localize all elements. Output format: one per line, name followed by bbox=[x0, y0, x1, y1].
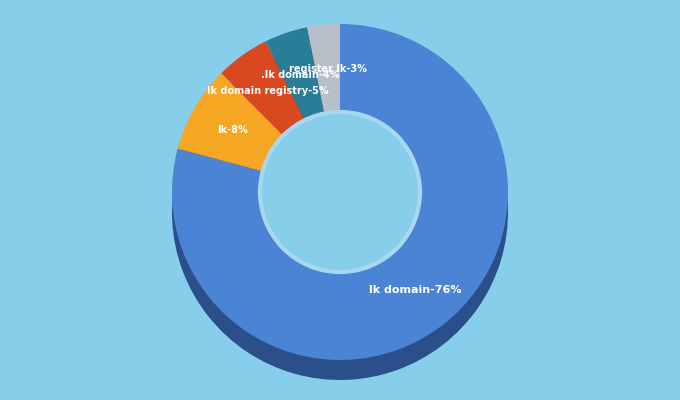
Wedge shape bbox=[172, 24, 508, 360]
Text: .lk domain-4%: .lk domain-4% bbox=[261, 70, 339, 80]
Wedge shape bbox=[177, 93, 284, 191]
Wedge shape bbox=[307, 44, 340, 134]
Wedge shape bbox=[266, 47, 324, 140]
Wedge shape bbox=[221, 61, 305, 156]
Text: lk domain registry-5%: lk domain registry-5% bbox=[207, 86, 328, 96]
Circle shape bbox=[260, 112, 420, 272]
Wedge shape bbox=[266, 27, 324, 120]
Wedge shape bbox=[172, 44, 508, 380]
Wedge shape bbox=[177, 73, 284, 171]
Text: lk domain-76%: lk domain-76% bbox=[369, 285, 462, 295]
Wedge shape bbox=[307, 24, 340, 114]
Text: register lk-3%: register lk-3% bbox=[289, 64, 367, 74]
Text: lk-8%: lk-8% bbox=[217, 125, 248, 135]
Wedge shape bbox=[221, 41, 305, 136]
Circle shape bbox=[260, 132, 420, 292]
